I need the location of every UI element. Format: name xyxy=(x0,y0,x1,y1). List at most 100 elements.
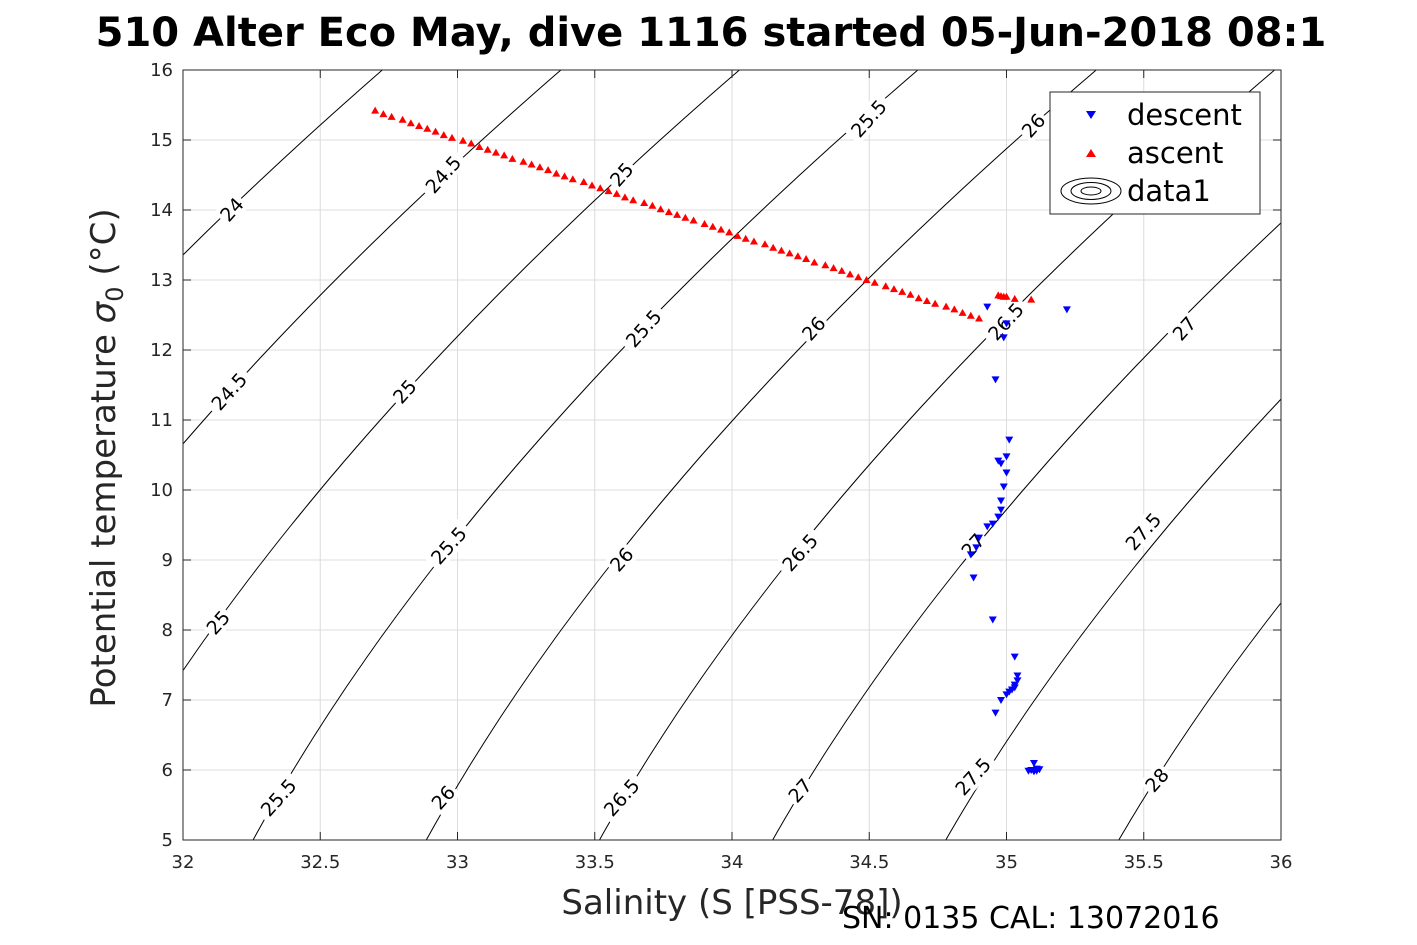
series-descent xyxy=(966,303,1071,776)
ascent-point xyxy=(733,231,742,239)
data-series xyxy=(371,106,1071,776)
ascent-point xyxy=(448,133,457,141)
x-tick-label: 34 xyxy=(721,852,744,873)
x-tick-label: 35 xyxy=(995,852,1018,873)
descent-point xyxy=(1035,766,1044,774)
contour-label-background xyxy=(386,373,423,410)
y-tick-label: 13 xyxy=(150,270,173,291)
contour-label-background xyxy=(252,770,304,825)
ascent-point xyxy=(689,216,698,224)
isopycnal-line xyxy=(183,70,384,256)
ascent-point xyxy=(906,290,915,298)
ascent-point xyxy=(544,166,553,174)
contour-label-background xyxy=(603,541,640,578)
ascent-point xyxy=(854,273,863,281)
ascent-point xyxy=(922,297,931,304)
x-tick-label: 33.5 xyxy=(575,852,615,873)
ascent-point xyxy=(862,276,871,283)
legend-data1-label: data1 xyxy=(1127,174,1211,208)
ascent-point xyxy=(931,299,940,307)
ascent-point xyxy=(942,302,951,310)
ascent-point xyxy=(810,258,819,266)
descent-point xyxy=(966,551,975,559)
legend-contour-icon-middle xyxy=(1070,182,1112,200)
legend-entry-descent: descent xyxy=(1086,98,1242,132)
descent-point xyxy=(988,616,997,624)
ascent-point xyxy=(870,278,879,286)
legend-contour-icon-inner xyxy=(1080,186,1102,196)
ascent-point xyxy=(579,178,588,185)
contour-label-background xyxy=(417,147,469,202)
ascent-point xyxy=(914,294,923,302)
ascent-point xyxy=(656,205,665,213)
isopycnal-line xyxy=(772,222,1281,840)
contour-label-background xyxy=(595,770,648,825)
y-tick-label: 12 xyxy=(150,340,173,361)
y-tick-label: 16 xyxy=(150,60,173,81)
y-tick-label: 14 xyxy=(150,200,173,221)
ascent-point xyxy=(681,213,690,221)
descent-point xyxy=(969,574,978,582)
ascent-point xyxy=(519,157,528,165)
y-tick-label: 9 xyxy=(162,550,173,571)
contour-label-background xyxy=(1138,761,1175,798)
ascent-point xyxy=(458,136,467,144)
y-tick-label: 5 xyxy=(162,830,173,851)
y-axis-label-sigma: σ xyxy=(84,300,124,323)
ascent-point xyxy=(749,237,758,245)
x-tick-label: 32 xyxy=(172,852,195,873)
contour-label-background xyxy=(213,191,250,228)
ascent-point xyxy=(612,189,621,197)
contour-label-background xyxy=(425,779,461,816)
legend-descent-label: descent xyxy=(1127,98,1242,132)
x-tick-label: 34.5 xyxy=(849,852,889,873)
isopycnal-line xyxy=(252,70,919,840)
descent-point xyxy=(997,497,1006,505)
y-axis-label-unit: (°C) xyxy=(84,208,124,286)
descent-point xyxy=(1013,672,1022,680)
axis-ticks: 32 32.5 33 33.5 34 34.5 35 35.5 36 5 6 7 8 9 10 11 12 13 1… xyxy=(150,60,1292,873)
isopycnal-line xyxy=(425,70,1097,840)
ascent-point xyxy=(475,143,484,150)
ascent-point xyxy=(837,266,846,274)
ascent-point xyxy=(1002,292,1011,300)
descent-point xyxy=(1005,436,1014,444)
ascent-point xyxy=(708,222,717,230)
y-axis-label: Potential temperature σ0 (°C) xyxy=(84,208,129,707)
descent-point xyxy=(999,483,1008,491)
ascent-point xyxy=(950,305,959,313)
series-ascent xyxy=(371,106,1036,322)
ascent-point xyxy=(596,184,605,192)
ascent-point xyxy=(829,264,838,272)
x-tick-label: 36 xyxy=(1270,852,1293,873)
ascent-point xyxy=(725,228,734,236)
descent-point xyxy=(1024,767,1033,775)
legend: descent ascent data1 xyxy=(1049,91,1261,215)
contour-label-background xyxy=(617,301,670,356)
ascent-point xyxy=(431,127,440,135)
ascent-point xyxy=(604,187,613,195)
ascent-point xyxy=(760,240,769,248)
ascent-point xyxy=(535,163,544,171)
x-axis-label: Salinity (S [PSS-78]) xyxy=(561,883,902,923)
legend-entry-data1: data1 xyxy=(1060,174,1211,208)
ascent-point xyxy=(889,285,898,293)
ascent-point xyxy=(439,131,448,139)
descent-point xyxy=(991,709,1000,717)
y-tick-label: 6 xyxy=(162,760,173,781)
ascent-point xyxy=(500,151,509,159)
contour-label-background xyxy=(947,749,999,804)
contour-label-background xyxy=(795,310,832,347)
y-tick-label: 10 xyxy=(150,480,173,501)
contour-label-background xyxy=(603,156,640,193)
legend-ascent-label: ascent xyxy=(1127,136,1223,170)
ascent-point xyxy=(527,160,536,168)
ascent-point xyxy=(483,145,492,153)
ascent-point xyxy=(769,243,778,251)
descent-point xyxy=(1002,469,1011,477)
contour-label-background xyxy=(1015,107,1052,144)
legend-entry-ascent: ascent xyxy=(1086,136,1223,170)
contour-label-background xyxy=(200,604,236,641)
ascent-point xyxy=(467,139,476,147)
ascent-point xyxy=(406,119,415,127)
